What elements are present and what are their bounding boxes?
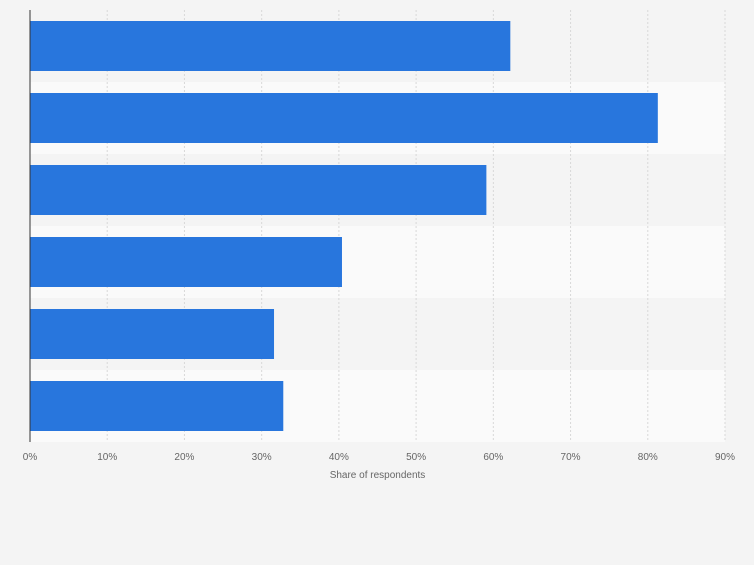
- x-tick-label-4: 40%: [329, 452, 349, 463]
- x-tick-label-3: 30%: [252, 452, 272, 463]
- x-tick-label-2: 20%: [174, 452, 194, 463]
- x-tick-label-9: 90%: [715, 452, 735, 463]
- bar-4[interactable]: [30, 237, 342, 287]
- bar-2[interactable]: [30, 93, 658, 143]
- x-tick-label-6: 60%: [483, 452, 503, 463]
- bars: [30, 21, 658, 431]
- x-tick-label-0: 0%: [23, 452, 38, 463]
- x-tick-label-8: 80%: [638, 452, 658, 463]
- bar-3[interactable]: [30, 165, 487, 215]
- x-axis-title: Share of respondents: [330, 470, 426, 481]
- bar-1[interactable]: [30, 21, 511, 71]
- gridlines: [106, 10, 726, 442]
- x-tick-label-7: 70%: [561, 452, 581, 463]
- row-bands: [30, 10, 725, 442]
- x-tick-label-1: 10%: [97, 452, 117, 463]
- bar-6[interactable]: [30, 381, 284, 431]
- x-tick-label-5: 50%: [406, 452, 426, 463]
- bar-5[interactable]: [30, 309, 275, 359]
- x-tick-labels: 0% 10% 20% 30% 40% 50% 60% 70% 80% 90%: [23, 452, 735, 463]
